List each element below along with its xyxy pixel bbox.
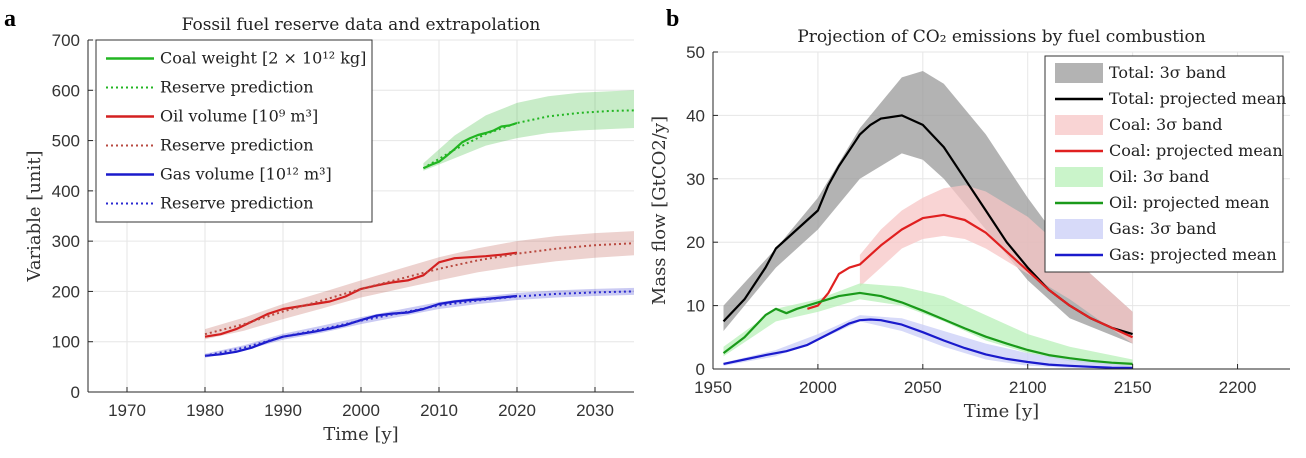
y-tick-label-3: 300: [52, 232, 80, 251]
legend-entry-1: Reserve prediction: [160, 78, 314, 97]
legend-entry-4: Oil: 3σ band: [1109, 167, 1209, 186]
x-axis-label: Time [y]: [323, 424, 398, 445]
y-tick-label-4: 400: [52, 182, 80, 201]
series-band-3: [205, 231, 634, 340]
legend-swatch-0: [1055, 63, 1103, 83]
y-tick-label-1: 10: [686, 297, 705, 316]
legend-entry-6: Gas: 3σ band: [1109, 219, 1217, 238]
x-tick-label-5: 2020: [498, 401, 536, 420]
legend-entry-5: Oil: projected mean: [1109, 193, 1269, 212]
legend-entry-2: Oil volume [10⁹ m³]: [160, 107, 318, 126]
x-tick-label-3: 2100: [1009, 378, 1047, 397]
x-tick-label-3: 2000: [342, 401, 380, 420]
legend-entry-2: Coal: 3σ band: [1109, 115, 1223, 134]
legend-swatch-2: [1055, 115, 1103, 135]
y-tick-label-7: 700: [52, 31, 80, 50]
x-tick-label-6: 2030: [576, 401, 614, 420]
legend: Coal weight [2 × 10¹² kg] Reserve predict…: [95, 39, 373, 223]
series-band-4: [723, 283, 1133, 368]
legend-entry-7: Gas: projected mean: [1109, 245, 1277, 264]
y-tick-label-5: 500: [52, 132, 80, 151]
x-tick-label-2: 1990: [264, 401, 302, 420]
panel-letter-b: b: [666, 6, 679, 32]
y-tick-label-6: 600: [52, 81, 80, 100]
x-tick-label-0: 1970: [108, 401, 146, 420]
legend-entry-1: Total: projected mean: [1109, 89, 1286, 108]
y-tick-label-3: 30: [686, 170, 705, 189]
y-tick-label-5: 50: [686, 43, 705, 62]
chart-title: Fossil fuel reserve data and extrapolati…: [182, 15, 541, 35]
x-tick-label-4: 2010: [420, 401, 458, 420]
legend-entry-0: Coal weight [2 × 10¹² kg]: [160, 49, 366, 68]
legend-entry-4: Gas volume [10¹² m³]: [160, 165, 332, 184]
x-tick-label-5: 2200: [1219, 378, 1257, 397]
y-tick-label-2: 20: [686, 233, 705, 252]
series-line-2: [204, 251, 518, 338]
series-line-5: [722, 291, 1133, 365]
chart-b: 1950 2000 2050 2100 2150 2200 0 10 20 30 40 50 Proje…: [649, 27, 1290, 422]
series-band-5: [205, 287, 634, 358]
series-line-5: [204, 290, 635, 357]
x-tick-label-2: 2050: [904, 378, 942, 397]
y-tick-label-0: 0: [71, 383, 80, 402]
series-line-7: [723, 318, 1133, 370]
y-tick-label-2: 200: [52, 282, 80, 301]
y-tick-label-0: 0: [696, 360, 705, 379]
series-band-6: [723, 315, 1133, 369]
x-tick-label-0: 1950: [694, 378, 732, 397]
series-band-2: [859, 185, 1133, 344]
panel-letter-a: a: [4, 6, 16, 32]
y-tick-label-4: 40: [686, 106, 705, 125]
chart-title: Projection of CO₂ emissions by fuel comb…: [797, 27, 1205, 47]
y-axis-label: Mass flow [GtCO2/y]: [649, 116, 670, 305]
legend-box: [95, 39, 373, 223]
legend-swatch-4: [1055, 167, 1103, 187]
series-line-3: [807, 213, 1134, 339]
legend-entry-5: Reserve prediction: [160, 194, 314, 213]
series-line-0: [422, 121, 518, 170]
x-axis-label: Time [y]: [964, 401, 1039, 422]
chart-a: 1970 1980 1990 2000 2010 2020 2030 0 100 200 300 40…: [24, 15, 635, 445]
x-tick-label-1: 2000: [799, 378, 837, 397]
series-band-1: [423, 90, 634, 171]
x-tick-label-1: 1980: [186, 401, 224, 420]
x-tick-label-4: 2150: [1114, 378, 1152, 397]
legend-swatch-6: [1055, 219, 1103, 239]
y-tick-label-1: 100: [52, 333, 80, 352]
legend-entry-3: Reserve prediction: [160, 136, 314, 155]
legend: Total: 3σ band Total: projected mean Coal:…: [1044, 55, 1286, 273]
legend-entry-0: Total: 3σ band: [1109, 63, 1226, 82]
series-line-1: [422, 109, 635, 170]
y-axis-label: Variable [unit]: [24, 150, 45, 282]
legend-entry-3: Coal: projected mean: [1109, 141, 1283, 160]
